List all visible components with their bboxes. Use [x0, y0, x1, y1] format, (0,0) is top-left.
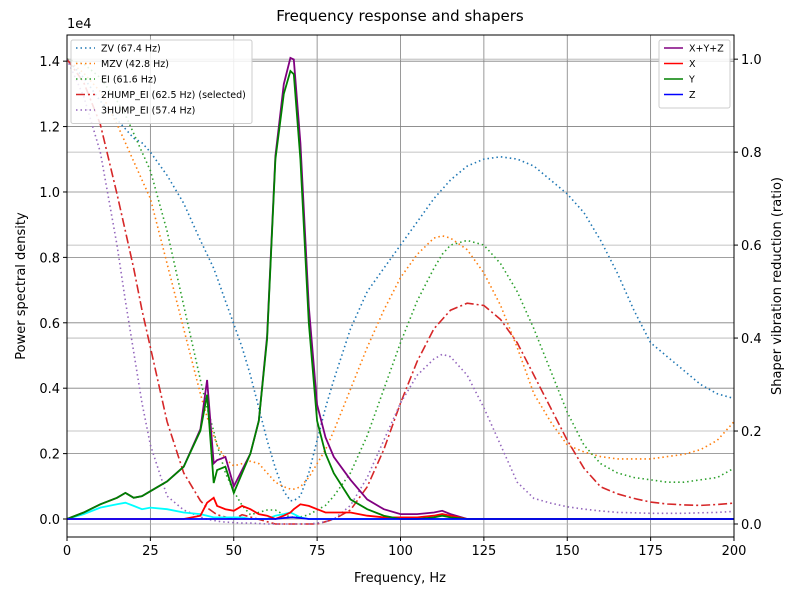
legend-label: Y [688, 75, 695, 86]
x-tick-label: 75 [309, 544, 326, 559]
series-line [67, 58, 734, 490]
y-tick-label: 1.4 [39, 55, 60, 70]
x-axis-label: Frequency, Hz [354, 571, 446, 586]
y-axis-label: Power spectral density [14, 212, 29, 360]
plot-area [67, 56, 734, 525]
legend-label: MZV (42.8 Hz) [101, 59, 169, 70]
y-tick-label: 0.2 [39, 448, 60, 463]
series-line [67, 58, 734, 525]
plot-frame [66, 34, 735, 538]
chart-title: Frequency response and shapers [276, 7, 524, 25]
legend-label: Z [689, 90, 696, 101]
series-line [67, 516, 734, 520]
x-tick-label: 150 [555, 544, 580, 559]
x-tick-label: 200 [722, 544, 747, 559]
legend-label: EI (61.6 Hz) [101, 75, 157, 86]
x-tick-label: 50 [225, 544, 242, 559]
y-tick-label: 0.6 [39, 317, 60, 332]
x-tick-label: 125 [471, 544, 496, 559]
series-line [67, 58, 734, 525]
legend-box [658, 39, 731, 109]
y2-tick-label: 0.0 [741, 518, 762, 533]
legend-label: ZV (67.4 Hz) [101, 44, 161, 55]
y2-tick-label: 0.8 [741, 146, 762, 161]
legend-label: 2HUMP_EI (62.5 Hz) (selected) [101, 90, 246, 101]
x-tick-label: 100 [388, 544, 413, 559]
y-tick-label: 1.0 [39, 186, 60, 201]
x-tick-label: 0 [63, 544, 71, 559]
y-tick-label: 0.4 [39, 382, 60, 397]
y2-tick-label: 0.2 [741, 425, 762, 440]
y-tick-label: 1.2 [39, 121, 60, 136]
legend-label: 3HUMP_EI (57.4 Hz) [101, 106, 195, 117]
x-tick-label: 25 [142, 544, 159, 559]
y2-axis-label: Shaper vibration reduction (ratio) [770, 177, 785, 395]
x-tick-label: 175 [638, 544, 663, 559]
legend-label: X+Y+Z [689, 44, 724, 55]
legend-box [70, 39, 253, 124]
series-line [67, 58, 734, 518]
y-tick-label: 0.8 [39, 251, 60, 266]
y2-tick-label: 0.4 [741, 332, 762, 347]
y-offset-label: 1e4 [67, 17, 92, 32]
y2-tick-label: 1.0 [741, 53, 762, 68]
y-tick-label: 0.0 [39, 513, 60, 528]
y2-tick-label: 0.6 [741, 239, 762, 254]
legend-label: X [689, 59, 696, 70]
